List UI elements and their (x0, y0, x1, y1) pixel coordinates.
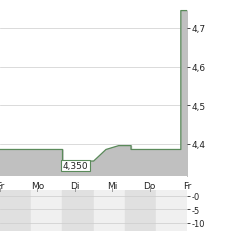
Text: Mo: Mo (31, 181, 44, 190)
Text: 4,350: 4,350 (63, 161, 88, 170)
Bar (125, 191, 156, 231)
Bar (31, 191, 62, 231)
Bar (94, 191, 125, 231)
Text: Fr: Fr (183, 181, 191, 190)
Text: Di: Di (70, 181, 80, 190)
Text: Mi: Mi (107, 181, 118, 190)
Bar (62, 191, 94, 231)
Text: Fr: Fr (0, 181, 4, 190)
Text: Do: Do (144, 181, 156, 190)
Bar (0, 191, 31, 231)
Bar (156, 191, 187, 231)
